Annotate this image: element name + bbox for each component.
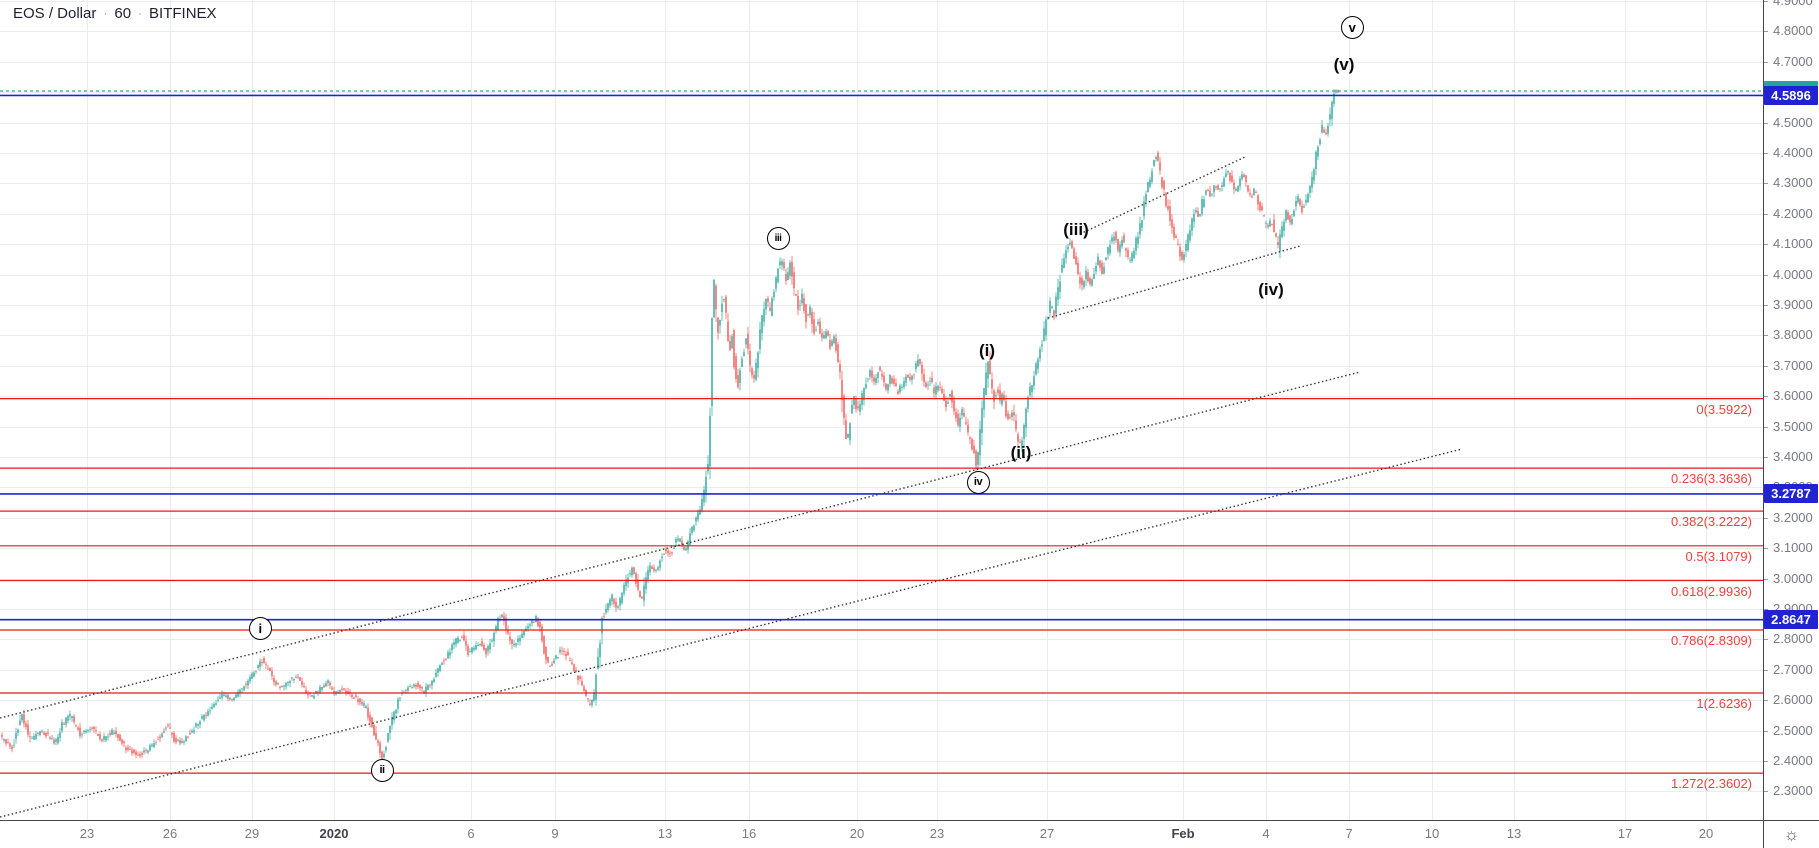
time-tick-label: 9	[551, 826, 559, 841]
symbol-title[interactable]: EOS / Dollar	[13, 5, 97, 22]
trendline-2[interactable]	[0, 448, 1463, 818]
grid-lines	[0, 0, 1763, 820]
price-tick-label: 4.4000	[1773, 145, 1813, 160]
wave-label-v[interactable]: (v)	[1333, 55, 1355, 74]
price-tick-label: 3.1000	[1773, 540, 1813, 556]
wave-label-ii[interactable]: (ii)	[1010, 443, 1032, 462]
exchange-label[interactable]: BITFINEX	[149, 5, 217, 22]
trendline-1[interactable]	[0, 371, 1361, 719]
price-tick-label: 4.2000	[1773, 205, 1813, 221]
candle-bodies-down	[1, 89, 1339, 761]
fib-label-0.5[interactable]: 0.5(3.1079)	[1685, 548, 1753, 564]
time-tick-label: 7	[1345, 826, 1353, 841]
price-tick-label: 3.7000	[1773, 357, 1813, 373]
price-tick-label: 4.9000	[1773, 0, 1813, 8]
wave-label-i[interactable]: (i)	[978, 341, 996, 360]
wave-label-i-circled[interactable]: i	[248, 616, 272, 640]
price-tick-label: 2.5000	[1773, 722, 1813, 738]
price-tick-label: 4.1000	[1773, 236, 1813, 252]
candle-bodies-up	[3, 89, 1337, 758]
fib-label-1[interactable]: 1(2.6236)	[1696, 696, 1752, 712]
axis-corner-box: ☼	[1764, 821, 1819, 848]
time-tick-label: 20	[1698, 826, 1714, 841]
time-tick-label: 2020	[319, 826, 349, 841]
time-tick-label: 13	[1506, 826, 1522, 841]
fib-label-0[interactable]: 0(3.5922)	[1696, 401, 1752, 417]
price-tick-label: 4.5000	[1773, 114, 1813, 130]
time-tick-label: 27	[1039, 826, 1055, 841]
price-tick-label: 2.4000	[1773, 753, 1813, 768]
time-tick-label: 20	[849, 826, 865, 841]
time-tick-label: 17	[1617, 826, 1633, 841]
candle-wicks-up	[3, 89, 1337, 761]
price-tick-label: 4.3000	[1773, 175, 1813, 191]
fib-label-0.236[interactable]: 0.236(3.3636)	[1671, 471, 1752, 487]
price-tick-label: 3.6000	[1773, 388, 1813, 404]
price-tick-label: 4.0000	[1773, 266, 1813, 282]
price-tick-label: 2.8000	[1773, 631, 1813, 647]
fib-label-0.382[interactable]: 0.382(3.2222)	[1671, 514, 1752, 530]
price-tick-label: 3.0000	[1773, 570, 1813, 586]
time-axis[interactable]: 23 26 29 2020 6 9 13 16 20 23 27 Feb 4 7 10 13 17 20	[0, 821, 1763, 848]
time-tick-label: 23	[79, 826, 95, 841]
time-tick-label: 26	[162, 826, 178, 841]
wave-label-iii-circled[interactable]: iii	[766, 226, 790, 250]
price-tick-label: 3.5000	[1773, 418, 1813, 434]
price-tick-label: 3.9000	[1773, 297, 1813, 312]
interval-button[interactable]: 60	[114, 5, 132, 22]
price-badge-3.2787: 3.2787	[1764, 484, 1818, 504]
wave-label-v-circled[interactable]: v	[1340, 15, 1364, 39]
time-tick-label: Feb	[1171, 826, 1195, 841]
fib-label-0.618[interactable]: 0.618(2.9936)	[1671, 583, 1752, 599]
fib-label-1.272[interactable]: 1.272(2.3602)	[1671, 776, 1752, 792]
wave-label-iv[interactable]: (iv)	[1258, 280, 1284, 299]
time-tick-label: 16	[741, 826, 757, 841]
price-tick-label: 3.4000	[1773, 449, 1813, 464]
axis-settings-gear-icon[interactable]: ☼	[1783, 824, 1800, 844]
price-badge-4.5896: 4.5896	[1764, 85, 1818, 105]
price-axis[interactable]: 4.9000 4.8000 4.7000 4.5000 4.4000 4.3000 4.20…	[1764, 0, 1819, 820]
price-tick-label: 3.2000	[1773, 509, 1813, 525]
wave-label-ii-circled[interactable]: ii	[370, 758, 394, 782]
price-tick-label: 2.3000	[1773, 783, 1813, 799]
fib-label-0.786[interactable]: 0.786(2.8309)	[1671, 633, 1752, 648]
price-tick-label: 2.6000	[1773, 692, 1813, 708]
price-tick-label: 2.7000	[1773, 661, 1813, 677]
time-tick-label: 23	[929, 826, 945, 841]
time-tick-label: 4	[1262, 826, 1270, 841]
trendline-3[interactable]	[1079, 156, 1246, 235]
time-tick-label: 13	[657, 826, 673, 841]
time-tick-label: 29	[244, 826, 260, 841]
price-axis-tick-marks	[1763, 1, 1768, 792]
price-badge-2.8647: 2.8647	[1764, 610, 1818, 630]
time-tick-label: 10	[1424, 826, 1440, 841]
wave-label-iv-circled[interactable]: iv	[966, 470, 990, 494]
wave-label-iii[interactable]: (iii)	[1063, 220, 1089, 239]
price-tick-label: 4.8000	[1773, 23, 1813, 39]
price-tick-label: 3.8000	[1773, 327, 1813, 343]
legend-separator-icon: ·	[103, 6, 108, 20]
time-tick-label: 6	[467, 826, 475, 841]
legend-separator-icon: ·	[138, 6, 143, 20]
candle-wicks-down	[1, 89, 1339, 764]
chart-legend: EOS / Dollar · 60 · BITFINEX	[13, 5, 217, 22]
price-tick-label: 4.7000	[1773, 53, 1813, 69]
